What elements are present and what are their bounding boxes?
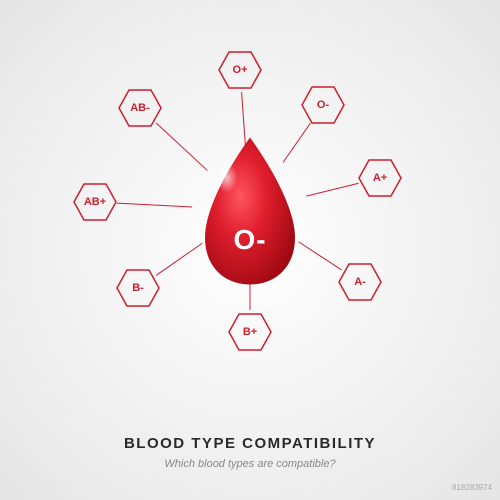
blood-type-label: AB- <box>130 102 150 114</box>
blood-type-hexagon: AB- <box>118 89 162 127</box>
blood-type-hexagon: A+ <box>358 159 402 197</box>
center-blood-type-label: O- <box>233 224 266 256</box>
blood-type-label: A+ <box>373 172 387 184</box>
blood-type-label: O- <box>317 99 329 111</box>
blood-type-hexagon: O- <box>301 86 345 124</box>
blood-type-hexagon: AB+ <box>73 183 117 221</box>
blood-type-hexagon: A- <box>338 263 382 301</box>
blood-type-label: A- <box>354 276 366 288</box>
blood-type-hexagon: B- <box>116 269 160 307</box>
blood-type-label: O+ <box>233 64 248 76</box>
blood-type-hexagon: B+ <box>228 313 272 351</box>
blood-type-label: B+ <box>243 326 257 338</box>
blood-type-hexagon: O+ <box>218 51 262 89</box>
blood-drop <box>190 133 310 288</box>
blood-type-label: AB+ <box>84 196 106 208</box>
blood-type-label: B- <box>132 282 144 294</box>
